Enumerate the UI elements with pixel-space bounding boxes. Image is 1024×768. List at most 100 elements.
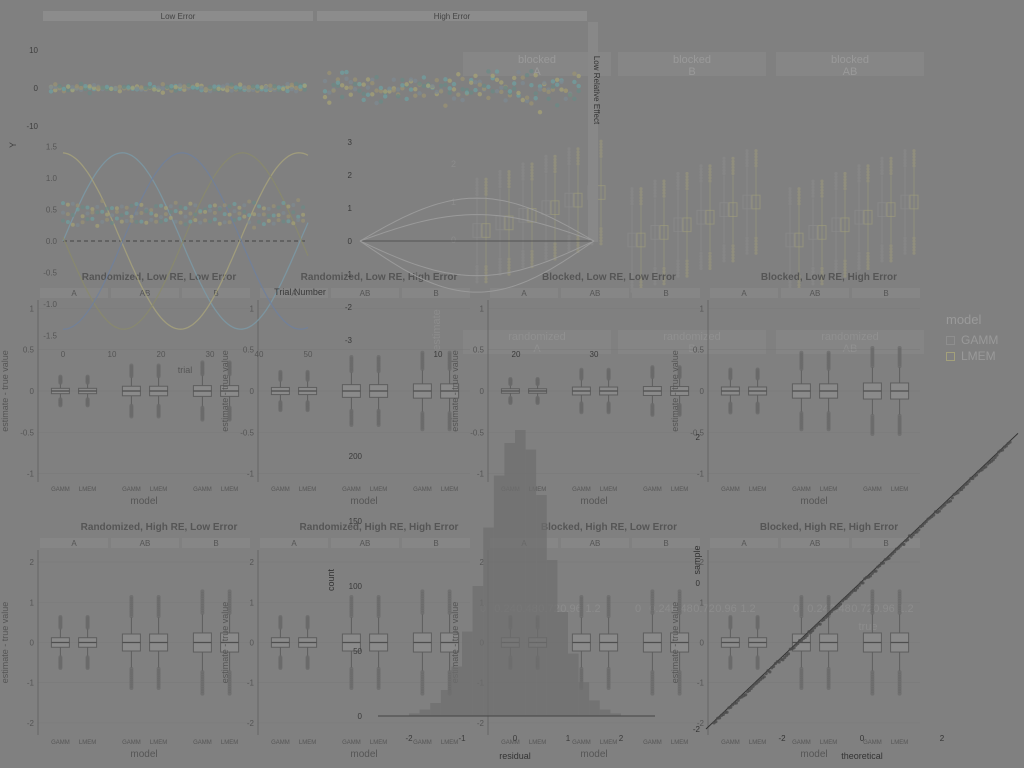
bg-box-outlier [507, 173, 511, 177]
box-outlier [305, 408, 310, 413]
sine-point [183, 206, 188, 211]
scatter-point [456, 92, 461, 97]
scatter-point [456, 72, 461, 77]
scatter-point [576, 83, 581, 89]
bg-box-outlier [639, 280, 643, 284]
bg-box-outlier [699, 266, 703, 271]
box-outlier [728, 614, 733, 619]
ytick-panel: 1 [700, 304, 705, 313]
legend-key-gamm [946, 335, 955, 345]
sine-point [124, 205, 129, 210]
bg-box-outlier [880, 156, 884, 160]
xtick-model: GAMM [271, 740, 290, 746]
scatter-point [400, 77, 405, 83]
scatter-point [53, 87, 58, 93]
hist-bar [557, 612, 568, 716]
box-outlier [677, 589, 682, 594]
hist-bar [578, 682, 590, 716]
bg-box-outlier [507, 182, 511, 186]
qq-point [991, 458, 995, 462]
bg-box-outlier [811, 272, 815, 277]
sine-point [183, 222, 188, 227]
scatter-point [451, 81, 457, 87]
bg-box-outlier [880, 159, 884, 163]
scatter-point [469, 90, 474, 95]
facet-strip [710, 538, 778, 548]
qq-point [1000, 448, 1005, 452]
scatter-point [335, 80, 341, 85]
bg-box-outlier [653, 185, 657, 189]
bg-box-outlier [745, 155, 749, 159]
sine-point [276, 218, 281, 223]
bg-box-outlier [912, 158, 916, 162]
box-outlier [156, 685, 161, 690]
sine-point [281, 219, 286, 224]
box-outlier [897, 691, 902, 696]
sine-point [252, 225, 257, 230]
ylabel-estimate: estimate [431, 309, 443, 351]
qq-point [974, 473, 979, 477]
bg-box-outlier [903, 245, 907, 249]
qq-point [915, 530, 919, 534]
box-outlier [728, 410, 733, 415]
bg-box-outlier [843, 274, 847, 278]
bg-box-outlier [498, 179, 502, 183]
bg-box-outlier [722, 259, 726, 263]
scatter-point [331, 82, 336, 88]
scatter-point [576, 88, 581, 94]
scatter-point [147, 81, 153, 87]
panel-title: Randomized, High RE, High Error [300, 522, 459, 533]
sine-point [257, 213, 261, 218]
facet-strip [40, 288, 108, 298]
scatter-point [186, 83, 191, 88]
xtick-model: GAMM [721, 487, 740, 493]
box-outlier [85, 374, 90, 379]
bg-box-outlier [567, 243, 571, 247]
sine-point [208, 208, 212, 213]
sine-point [65, 220, 70, 225]
bg-box-outlier [745, 152, 749, 156]
scatter-point [404, 96, 409, 102]
bg-box-outlier [599, 151, 603, 155]
scatter-point [78, 85, 84, 91]
scatter-point [537, 109, 543, 115]
facet-label: B [433, 289, 438, 298]
bg-box-outlier [843, 187, 847, 191]
bg-box-outlier [567, 237, 571, 241]
box-outlier [420, 427, 425, 432]
scatter-point [331, 88, 336, 93]
legend-label-gamm: GAMM [961, 333, 999, 347]
ytick-re: -1 [345, 270, 353, 279]
ytick-sine: 0.0 [46, 237, 58, 246]
sine-point [163, 206, 168, 211]
xlabel-model: model [350, 496, 377, 507]
xtick-model: GAMM [51, 487, 70, 493]
box-outlier [200, 360, 205, 365]
xtick-theoretical: -2 [778, 734, 786, 743]
bg-box-outlier [630, 283, 634, 287]
bg-box-outlier [521, 249, 525, 253]
bg-box-outlier [889, 165, 893, 170]
bg-box-outlier [567, 246, 571, 250]
bg-box-outlier [576, 237, 580, 241]
bg-box-outlier [475, 280, 479, 284]
bg-box-outlier [834, 174, 838, 179]
bg-box-outlier [699, 179, 703, 183]
scatter-point [494, 77, 500, 83]
xtick-true: 0.24 [807, 603, 828, 615]
bg-box-outlier [912, 152, 916, 156]
scatter-point [533, 73, 538, 78]
ytick-sample: 0 [696, 579, 701, 588]
xtick-model: LMEM [370, 487, 387, 493]
box-outlier [579, 410, 584, 415]
sine-point [149, 211, 154, 216]
ytick-re: 1 [348, 204, 353, 213]
box-outlier [200, 417, 205, 422]
scatter-point [126, 85, 131, 90]
scatter-point [340, 94, 345, 100]
scatter-point [421, 83, 427, 89]
xlabel-model: model [130, 749, 157, 760]
sine-point [110, 206, 114, 211]
bg-box-outlier [544, 160, 548, 165]
panel-title: Randomized, High RE, Low Error [81, 522, 238, 533]
